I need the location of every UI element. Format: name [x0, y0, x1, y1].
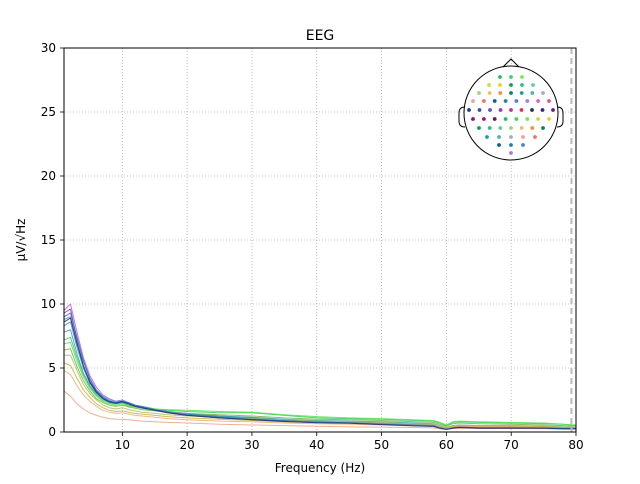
sensor-dot: [509, 91, 513, 95]
sensor-dot: [497, 143, 501, 147]
sensor-dot: [492, 117, 497, 121]
sensor-dot: [519, 126, 524, 130]
psd-series-line: [63, 341, 577, 426]
sensor-dot: [498, 75, 502, 79]
head-ear-left: [458, 106, 466, 128]
sensor-dot: [471, 117, 475, 121]
sensor-dot: [509, 151, 513, 155]
sensor-dot: [487, 126, 492, 130]
sensor-dot: [521, 143, 525, 147]
x-tick-label: 30: [244, 438, 259, 452]
x-tick-label: 70: [504, 438, 519, 452]
psd-series-line: [63, 316, 577, 429]
y-tick-label: 15: [41, 233, 56, 247]
sensor-dot: [541, 126, 545, 130]
sensor-dot: [530, 91, 535, 95]
sensor-dot: [503, 117, 508, 121]
sensor-layout-inset: [458, 58, 564, 161]
sensor-dot: [519, 91, 524, 95]
sensor-dot: [521, 135, 525, 139]
sensor-dot: [509, 126, 513, 130]
head-nose: [502, 58, 520, 68]
y-tick-label: 25: [41, 105, 56, 119]
sensor-dot: [530, 126, 535, 130]
sensor-dot: [525, 117, 530, 121]
y-tick-label: 10: [41, 297, 56, 311]
x-tick-label: 50: [374, 438, 389, 452]
sensor-dot: [541, 91, 545, 95]
sensor-dot: [533, 135, 537, 139]
sensor-dot: [471, 99, 475, 103]
sensor-dot: [477, 108, 482, 112]
sensor-dot: [498, 83, 502, 87]
psd-series-line: [63, 348, 577, 427]
sensor-dot: [503, 99, 508, 103]
psd-series-line: [63, 336, 577, 427]
sensor-dot: [540, 108, 545, 112]
sensor-dot: [514, 99, 519, 103]
sensor-dot: [551, 108, 555, 112]
sensor-dot: [482, 99, 486, 103]
sensor-dot: [487, 91, 492, 95]
sensor-dot: [531, 83, 535, 87]
sensor-dot: [536, 99, 540, 103]
psd-series-line: [63, 303, 576, 430]
x-tick-label: 60: [439, 438, 454, 452]
sensor-dot: [498, 126, 503, 130]
sensor-dot: [509, 143, 513, 147]
y-tick-label: 20: [41, 169, 56, 183]
sensor-dot: [525, 99, 530, 103]
sensor-dot: [509, 108, 513, 112]
sensor-dot: [492, 99, 497, 103]
psd-series-line: [63, 370, 576, 430]
sensor-dot: [487, 83, 491, 87]
sensor-dot: [509, 83, 513, 87]
x-tick-label: 80: [568, 438, 583, 452]
sensor-dot: [477, 126, 481, 130]
psd-series-line: [63, 362, 577, 429]
y-tick-label: 5: [48, 361, 56, 375]
sensor-dot: [485, 135, 489, 139]
y-axis-ticks: 0 5 10 15 20 25 30: [41, 41, 64, 439]
chart-title: EEG: [306, 28, 335, 44]
psd-series-line: [63, 329, 577, 428]
x-tick-label: 40: [309, 438, 324, 452]
y-tick-label: 0: [48, 425, 56, 439]
sensor-dot: [488, 108, 492, 112]
sensor-dot: [497, 135, 501, 139]
psd-series-line: [63, 317, 577, 430]
sensor-dot: [509, 75, 513, 79]
sensor-dot: [536, 117, 540, 121]
series-lines: [63, 303, 577, 430]
x-tick-label: 20: [179, 438, 194, 452]
sensor-dot: [509, 135, 513, 139]
y-axis-label: µV/√Hz: [14, 219, 28, 262]
sensor-dot: [520, 83, 524, 87]
sensor-dot: [498, 91, 503, 95]
sensor-dot: [498, 108, 503, 112]
x-axis-ticks: 10 20 30 40 50 60 70 80: [115, 432, 584, 452]
psd-series-line: [63, 321, 576, 430]
x-axis-label: Frequency (Hz): [275, 461, 366, 475]
sensor-dot: [519, 108, 524, 112]
sensor-dot: [482, 117, 486, 121]
x-tick-label: 10: [115, 438, 130, 452]
sensor-dot: [514, 117, 519, 121]
psd-series-line: [63, 308, 576, 430]
head-ear-right: [556, 106, 564, 128]
sensor-dot: [467, 108, 471, 112]
y-tick-label: 30: [41, 41, 56, 55]
psd-series-line: [63, 390, 577, 430]
sensor-dot: [547, 99, 551, 103]
sensor-dot: [477, 91, 481, 95]
sensor-dot: [520, 75, 524, 79]
sensor-dot: [530, 108, 534, 112]
sensor-dot: [547, 117, 551, 121]
